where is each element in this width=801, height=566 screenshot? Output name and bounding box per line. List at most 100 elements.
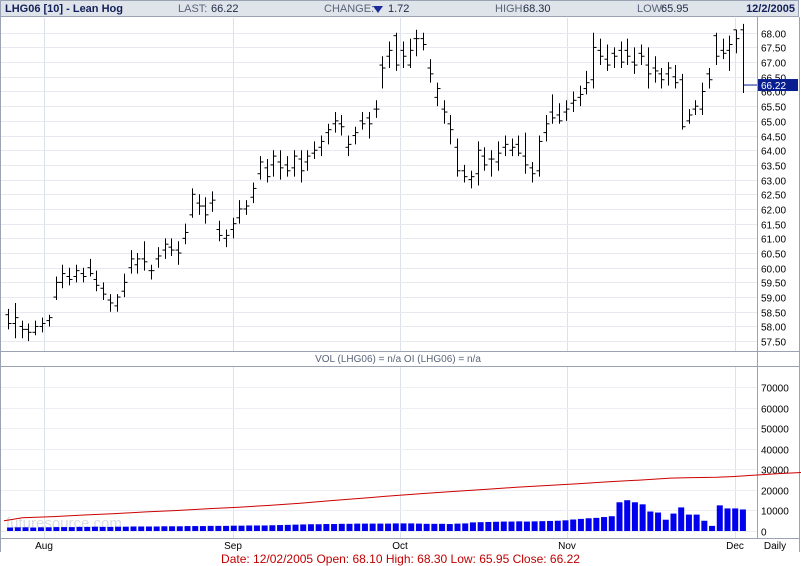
volume-bar <box>361 523 368 531</box>
volume-bar <box>14 527 21 531</box>
high-label: HIGH: <box>495 3 526 15</box>
volume-bar <box>408 523 415 531</box>
volume-bar <box>292 524 299 531</box>
volume-bar <box>145 526 152 531</box>
volume-bar <box>577 518 584 531</box>
x-tick-label: Aug <box>35 541 53 552</box>
volume-bar <box>84 526 91 531</box>
volume-bar <box>30 527 37 531</box>
volume-bar <box>454 523 461 531</box>
price-tick-label: 58.00 <box>761 323 786 334</box>
volume-bar <box>22 527 29 531</box>
price-tick-label: 58.50 <box>761 309 786 320</box>
volume-bar <box>624 500 631 531</box>
volume-bar <box>53 527 60 531</box>
volume-bar <box>685 514 692 531</box>
volume-bar <box>631 502 638 531</box>
last-price-marker-label: 66.22 <box>761 81 786 92</box>
volume-bar <box>130 526 137 531</box>
volume-bar <box>392 523 399 531</box>
volume-bar <box>670 513 677 531</box>
volume-bar <box>238 525 245 531</box>
volume-bar <box>439 523 446 531</box>
chart-header: LHG06 [10] - Lean Hog LAST: 66.22 CHANGE… <box>0 0 799 17</box>
price-tick-label: 65.00 <box>761 118 786 129</box>
volume-tick-label: 20000 <box>761 487 789 498</box>
volume-bar <box>593 517 600 531</box>
last-value: 66.22 <box>211 3 239 15</box>
volume-bar <box>207 525 214 531</box>
volume-bar <box>531 521 538 531</box>
volume-bar <box>547 520 554 531</box>
price-tick-label: 61.00 <box>761 235 786 246</box>
volume-bar <box>76 526 83 531</box>
x-tick-label: Nov <box>558 541 576 552</box>
volume-tick-label: 40000 <box>761 446 789 457</box>
volume-bar <box>61 527 68 531</box>
volume-bar <box>601 517 608 531</box>
volume-tick-label: 0 <box>761 528 767 539</box>
volume-tick-label: 30000 <box>761 466 789 477</box>
price-tick-label: 67.50 <box>761 44 786 55</box>
volume-bar <box>469 522 476 531</box>
low-label: LOW: <box>637 3 665 15</box>
volume-bar <box>161 526 168 531</box>
low-value: 65.95 <box>661 3 689 15</box>
volume-tick-label: 10000 <box>761 507 789 518</box>
x-tick-label: Oct <box>392 541 408 552</box>
volume-bar <box>716 505 723 531</box>
volume-bar <box>485 521 492 531</box>
volume-bar <box>115 526 122 531</box>
price-tick-label: 57.50 <box>761 338 786 349</box>
volume-bar <box>192 526 199 531</box>
price-tick-label: 60.00 <box>761 265 786 276</box>
volume-bar <box>338 523 345 531</box>
volume-bar <box>253 525 260 531</box>
volume-bar <box>307 524 314 531</box>
last-price-marker <box>758 79 798 92</box>
volume-bar <box>647 511 654 531</box>
volume-bar <box>107 526 114 531</box>
price-tick-label: 60.50 <box>761 250 786 261</box>
price-tick-label: 68.00 <box>761 30 786 41</box>
volume-bar <box>138 526 145 531</box>
quote-date: 12/2/2005 <box>746 3 795 15</box>
ohlc-footer: Date: 12/02/2005 Open: 68.10 High: 68.30… <box>221 552 580 566</box>
volume-bar <box>655 512 662 531</box>
volume-bar <box>153 526 160 531</box>
volume-bar <box>462 523 469 531</box>
volume-bar <box>493 521 500 531</box>
price-tick-label: 64.00 <box>761 147 786 158</box>
volume-bar <box>300 524 307 531</box>
volume-bar <box>739 509 746 531</box>
open-interest-line <box>3 472 801 522</box>
volume-bar <box>516 521 523 531</box>
volume-bar <box>539 521 546 531</box>
high-value: 68.30 <box>523 3 551 15</box>
change-value: 1.72 <box>388 3 410 15</box>
volume-bar <box>701 520 708 531</box>
volume-bar <box>315 524 322 531</box>
volume-bar <box>377 523 384 531</box>
volume-bar <box>223 525 230 531</box>
price-tick-label: 62.00 <box>761 206 786 217</box>
volume-bar <box>354 523 361 531</box>
volume-bar <box>176 526 183 531</box>
volume-bar <box>68 527 75 531</box>
change-label: CHANGE: <box>324 3 375 15</box>
volume-bar <box>331 524 338 531</box>
volume-bar <box>477 522 484 531</box>
volume-bar <box>431 523 438 531</box>
volume-bar <box>99 526 106 531</box>
change-down-icon <box>370 3 388 15</box>
volume-bar <box>415 523 422 531</box>
volume-bar <box>732 508 739 531</box>
volume-bar <box>45 527 52 531</box>
volume-bar <box>91 526 98 531</box>
volume-bar <box>662 519 669 531</box>
volume-bar <box>269 525 276 531</box>
price-tick-label: 61.50 <box>761 221 786 232</box>
volume-tick-label: 70000 <box>761 384 789 395</box>
price-tick-label: 65.50 <box>761 103 786 114</box>
